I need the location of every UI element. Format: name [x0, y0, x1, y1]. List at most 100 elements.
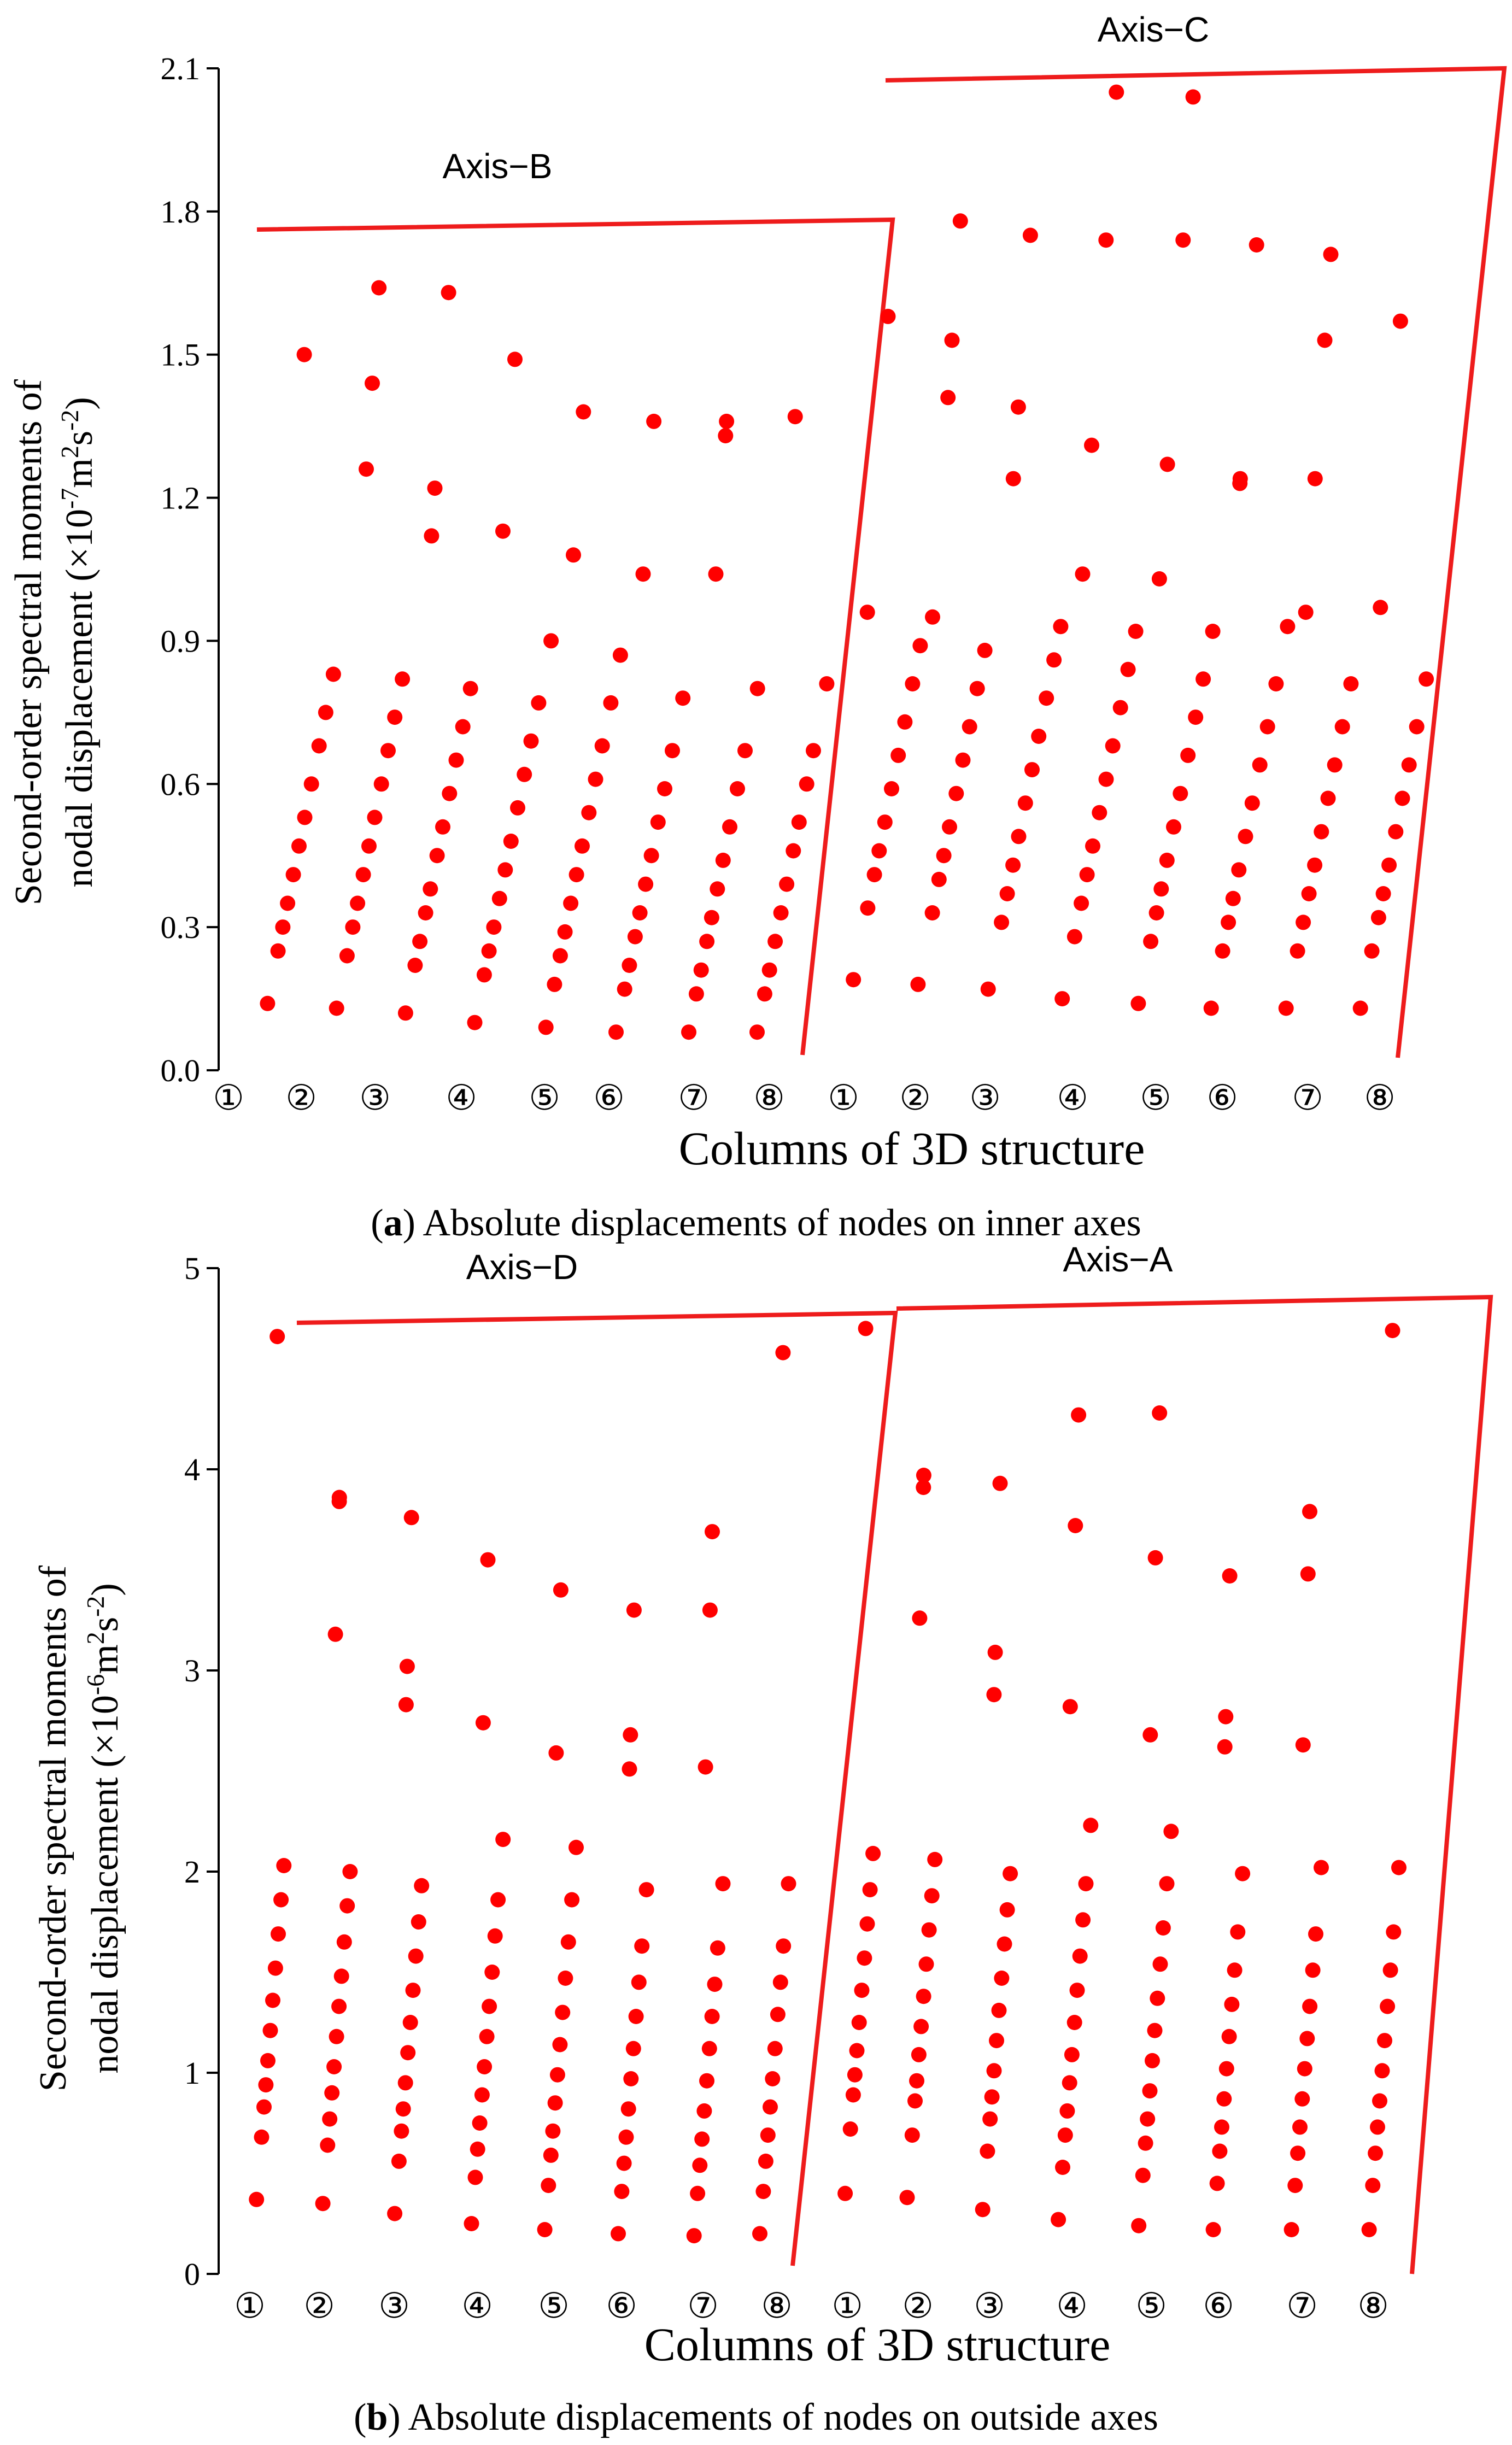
data-point: [1142, 1727, 1158, 1743]
data-point: [1039, 690, 1054, 706]
column-label: ①: [213, 1078, 244, 1118]
data-point: [395, 2101, 411, 2117]
data-point: [1370, 910, 1386, 925]
data-point: [635, 566, 651, 582]
data-point: [1173, 785, 1188, 801]
data-point: [1031, 729, 1047, 744]
data-point: [1374, 2063, 1390, 2079]
data-point: [400, 2045, 416, 2061]
data-point: [564, 1892, 580, 1908]
data-point: [866, 867, 882, 883]
data-point: [912, 638, 928, 654]
data-point: [1142, 2083, 1158, 2099]
data-point: [547, 976, 562, 992]
data-point: [285, 867, 301, 883]
data-point: [1380, 1998, 1396, 2014]
data-point: [333, 1968, 349, 1984]
data-point: [1323, 247, 1339, 262]
data-point: [991, 2002, 1007, 2018]
data-point: [517, 766, 532, 782]
y-tick-label: 1.2: [161, 480, 201, 516]
data-point: [910, 976, 926, 992]
data-point: [1222, 1568, 1238, 1584]
data-point: [927, 1851, 943, 1867]
data-point: [265, 1992, 280, 2008]
column-label: ⑧: [1357, 2286, 1388, 2326]
data-point: [1278, 1000, 1294, 1016]
y-axis: 0 1 2 3 4 5: [184, 1251, 220, 2292]
data-point: [403, 1510, 419, 1526]
axis-group-frame-2: [885, 66, 1507, 1058]
data-point: [924, 905, 940, 920]
y-tick-label: 1: [184, 2055, 200, 2091]
data-point: [1152, 1956, 1168, 1972]
data-point: [1062, 1699, 1078, 1715]
data-point: [698, 1759, 713, 1775]
data-point: [1217, 1739, 1233, 1755]
data-point: [1307, 857, 1323, 873]
data-point: [588, 771, 603, 787]
axis-group-frames: [296, 1294, 1493, 2274]
data-point: [1005, 471, 1021, 486]
column-label: ⑥: [606, 2286, 637, 2326]
data-point: [675, 690, 691, 706]
data-point: [907, 2093, 923, 2109]
data-point: [1120, 661, 1136, 677]
data-point: [477, 2059, 493, 2074]
data-point: [916, 1480, 931, 1496]
data-point: [880, 308, 896, 324]
data-point: [552, 2037, 568, 2053]
data-point: [1221, 2028, 1237, 2044]
data-point: [696, 2103, 712, 2119]
data-point: [772, 1974, 788, 1990]
data-point: [325, 666, 341, 682]
data-point: [1159, 852, 1175, 868]
data-point: [638, 876, 654, 892]
data-point: [1098, 232, 1114, 248]
data-point: [1145, 2053, 1160, 2068]
y-tick-label: 1.8: [161, 194, 201, 230]
data-point: [986, 2063, 1002, 2079]
data-point: [704, 2009, 720, 2024]
data-point: [1130, 995, 1146, 1011]
data-point: [719, 413, 735, 429]
data-point: [1377, 2033, 1392, 2049]
data-point: [924, 1888, 940, 1904]
data-point: [327, 1626, 343, 1642]
axis-group-label-d: Axis−D: [466, 1247, 578, 1287]
data-point: [1305, 1962, 1321, 1978]
data-point: [262, 2022, 278, 2038]
data-point: [254, 2129, 269, 2145]
data-point: [1003, 1866, 1018, 1881]
data-point: [620, 2101, 636, 2117]
data-point: [1085, 838, 1100, 854]
column-label: ⑥: [1203, 2286, 1234, 2326]
data-point: [702, 1602, 718, 1618]
data-point: [1296, 914, 1311, 930]
data-point: [765, 2071, 781, 2086]
data-point: [846, 972, 862, 988]
y-tick-label: 0.0: [161, 1053, 201, 1088]
y-tick-label: 3: [184, 1653, 200, 1688]
data-point: [1295, 1737, 1311, 1753]
data-point: [371, 280, 387, 296]
data-point: [475, 1715, 491, 1731]
data-point: [859, 605, 875, 620]
data-point: [1334, 719, 1350, 735]
y-tick-label: 5: [184, 1251, 200, 1286]
column-label: ③: [969, 1078, 1000, 1118]
data-point: [707, 1977, 723, 1992]
data-point: [718, 428, 734, 444]
data-point: [280, 895, 296, 911]
data-point: [1074, 895, 1089, 911]
data-point: [912, 1610, 928, 1626]
data-point: [1046, 652, 1062, 668]
data-point: [549, 2067, 565, 2083]
data-point: [260, 2053, 276, 2068]
data-point: [1391, 1860, 1406, 1875]
data-point: [617, 981, 632, 997]
data-point: [987, 1644, 1003, 1660]
data-point: [472, 2115, 488, 2131]
data-point: [1205, 624, 1221, 639]
